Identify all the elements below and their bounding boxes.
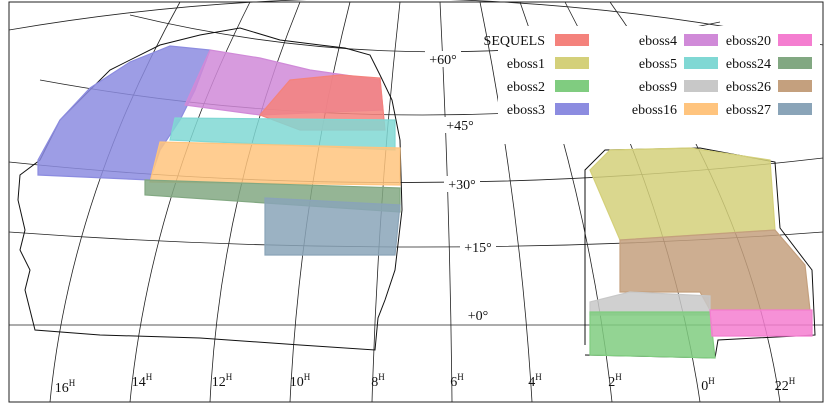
legend-label: eboss16	[632, 103, 677, 118]
footprint	[264, 197, 401, 256]
footprint	[709, 309, 813, 337]
ra-label: 6H	[450, 372, 464, 390]
ra-label: 8H	[371, 372, 385, 390]
legend-label: eboss2	[507, 80, 545, 95]
legend-label: eboss24	[726, 57, 771, 72]
legend-label: eboss20	[726, 34, 771, 49]
footprints	[37, 45, 813, 359]
ra-hours: 16	[55, 381, 69, 396]
legend-label: eboss26	[726, 80, 771, 95]
dec-label: +45°	[446, 119, 474, 134]
footprint	[149, 141, 401, 186]
ra-sup: H	[378, 372, 385, 382]
label-bg	[460, 239, 496, 255]
frame	[8, 1, 824, 403]
legend: SEQUELS eboss1 eboss2 eboss3 eboss4 eboss5 ebo…	[484, 26, 820, 144]
legend-label: eboss4	[639, 34, 677, 49]
ra-sup: H	[69, 378, 76, 388]
ra-sup: H	[457, 372, 464, 382]
legend-swatch	[555, 80, 589, 92]
legend-label: eboss5	[639, 57, 677, 72]
ra-label: 4H	[528, 372, 542, 390]
ra-hours: 4	[528, 375, 535, 390]
ra-hours: 6	[450, 375, 457, 390]
labels: +60°+45°+30°+15°+0°16H 14H 12H 10H 8H 6H 4H 2H0…	[55, 51, 796, 396]
legend-label: eboss3	[507, 103, 545, 118]
ra-label: 10H	[290, 372, 311, 390]
dec-label: +60°	[429, 53, 457, 68]
legend-label: eboss1	[507, 57, 545, 72]
ra-sup: H	[615, 372, 622, 382]
label-bg	[460, 307, 496, 323]
ra-sup: H	[304, 372, 311, 382]
ra-label: 14H	[132, 372, 153, 390]
ra-hours: 8	[371, 375, 378, 390]
ra-sup: H	[535, 372, 542, 382]
dec-label: +30°	[448, 178, 476, 193]
legend-label: eboss9	[639, 80, 677, 95]
sky-boundary	[8, 0, 824, 46]
ra-hours: 12	[212, 375, 226, 390]
footprint	[589, 147, 776, 241]
footprint	[589, 311, 716, 359]
label-bg	[442, 117, 478, 133]
ra-label: 2H	[608, 372, 622, 390]
ra-sup: H	[708, 376, 715, 386]
legend-swatch	[778, 34, 812, 46]
ra-label: 16H	[55, 378, 76, 396]
survey-outline	[584, 147, 816, 359]
ra-hours: 0	[701, 379, 708, 394]
legend-swatch	[684, 80, 718, 92]
ra-label: 22H	[775, 376, 796, 394]
legend-swatch	[684, 34, 718, 46]
legend-bg	[498, 26, 820, 144]
ra-hours: 22	[775, 379, 789, 394]
survey-outline	[17, 27, 403, 351]
dec-label: +15°	[464, 241, 492, 256]
legend-swatch	[684, 103, 718, 115]
ra-sup: H	[226, 372, 233, 382]
legend-swatch	[778, 80, 812, 92]
dec-label: +0°	[468, 309, 489, 324]
ra-hours: 14	[132, 375, 146, 390]
ra-label: 0H	[701, 376, 715, 394]
legend-swatch	[778, 57, 812, 69]
label-bg	[444, 176, 480, 192]
legend-swatch	[555, 34, 589, 46]
legend-swatch	[555, 103, 589, 115]
ra-label: 12H	[212, 372, 233, 390]
ra-sup: H	[146, 372, 153, 382]
label-bg	[425, 51, 461, 67]
legend-label: eboss27	[726, 103, 771, 118]
legend-swatch	[684, 57, 718, 69]
ra-hours: 2	[608, 375, 615, 390]
ra-line	[479, 1, 533, 403]
legend-swatch	[555, 57, 589, 69]
ra-sup: H	[789, 376, 796, 386]
ra-hours: 10	[290, 375, 304, 390]
legend-label: SEQUELS	[484, 34, 545, 49]
legend-swatch	[778, 103, 812, 115]
